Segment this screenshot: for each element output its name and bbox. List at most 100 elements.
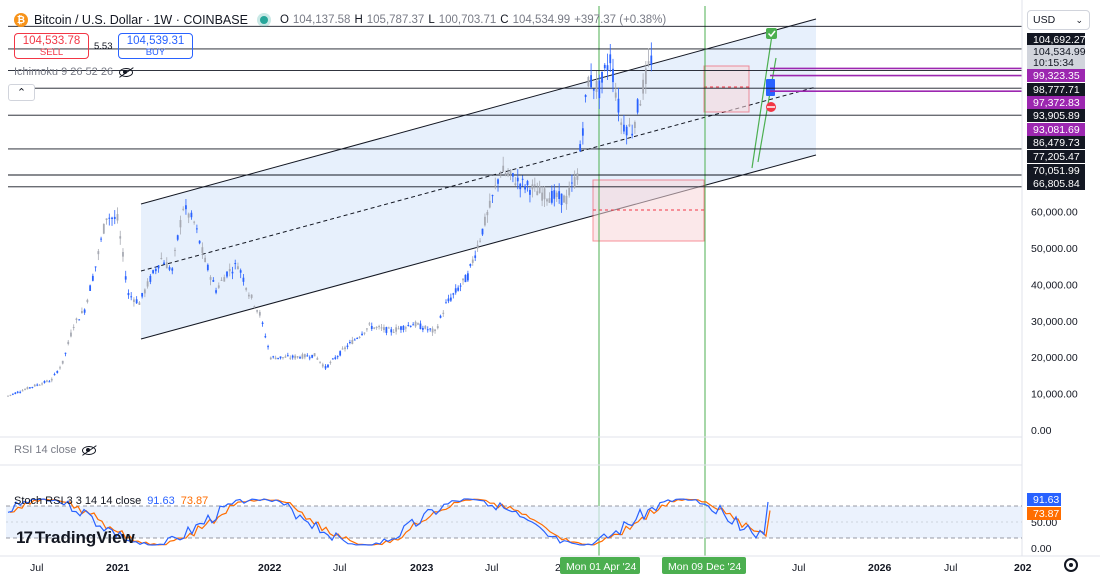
candle-body[interactable] [491, 195, 494, 197]
price-label-box[interactable] [1027, 177, 1085, 190]
candle-body[interactable] [409, 325, 412, 327]
candle-body[interactable] [442, 312, 445, 314]
candle-body[interactable] [521, 178, 524, 180]
candle-body[interactable] [174, 249, 176, 251]
candle-body[interactable] [61, 360, 64, 364]
candle-body[interactable] [631, 133, 634, 136]
candle-body[interactable] [190, 212, 193, 218]
candle-body[interactable] [14, 392, 17, 394]
candle-body[interactable] [436, 326, 439, 329]
candle-body[interactable] [36, 384, 39, 386]
candle-body[interactable] [584, 94, 587, 98]
candle-body[interactable] [452, 293, 455, 295]
candle-body[interactable] [573, 177, 576, 187]
candle-body[interactable] [296, 356, 299, 358]
candle-body[interactable] [642, 79, 644, 94]
candle-body[interactable] [516, 177, 519, 182]
candle-body[interactable] [141, 293, 144, 297]
candle-body[interactable] [507, 172, 509, 176]
candle-body[interactable] [459, 285, 462, 287]
buy-button[interactable]: 104,539.31 BUY [118, 33, 193, 59]
price-label-box[interactable] [1027, 109, 1085, 122]
candle-body[interactable] [231, 271, 234, 274]
stoch-k-box[interactable] [1027, 493, 1061, 506]
stoch-d-box[interactable] [1027, 507, 1061, 520]
candle-body[interactable] [546, 199, 548, 202]
candle-body[interactable] [220, 279, 223, 281]
candle-body[interactable] [467, 273, 469, 281]
candle-body[interactable] [417, 323, 419, 325]
candle-body[interactable] [7, 395, 9, 397]
candle-body[interactable] [412, 324, 415, 326]
candle-body[interactable] [154, 268, 157, 272]
candle-body[interactable] [11, 393, 14, 395]
candle-body[interactable] [59, 367, 61, 369]
candle-body[interactable] [526, 181, 529, 186]
candle-body[interactable] [195, 228, 198, 230]
candle-body[interactable] [404, 327, 407, 329]
candle-body[interactable] [400, 326, 402, 330]
candle-body[interactable] [111, 217, 113, 219]
candle-body[interactable] [606, 65, 609, 71]
candle-body[interactable] [321, 364, 324, 367]
candle-body[interactable] [282, 357, 284, 359]
candle-body[interactable] [469, 264, 472, 266]
candle-body[interactable] [484, 216, 486, 226]
candle-body[interactable] [130, 296, 133, 298]
candle-body[interactable] [387, 327, 390, 329]
candle-body[interactable] [83, 309, 86, 313]
candle-body[interactable] [647, 61, 650, 64]
candle-body[interactable] [116, 214, 119, 221]
candle-body[interactable] [445, 302, 447, 304]
candle-body[interactable] [212, 279, 215, 282]
candle-body[interactable] [366, 328, 368, 330]
candle-body[interactable] [617, 98, 620, 113]
candle-body[interactable] [160, 258, 163, 260]
candle-body[interactable] [623, 124, 625, 132]
price-label-box[interactable] [1027, 150, 1085, 163]
candle-body[interactable] [303, 354, 306, 358]
candle-body[interactable] [590, 75, 592, 88]
price-label-box[interactable] [1027, 96, 1085, 109]
candle-body[interactable] [289, 357, 292, 359]
candle-body[interactable] [204, 257, 206, 262]
candle-body[interactable] [581, 128, 584, 136]
candle-body[interactable] [9, 394, 12, 396]
candle-body[interactable] [171, 268, 174, 271]
candle-body[interactable] [479, 240, 481, 242]
candle-body[interactable] [341, 348, 344, 350]
candle-body[interactable] [370, 325, 373, 329]
ascending-channel-fill[interactable] [141, 19, 816, 339]
candle-body[interactable] [19, 391, 22, 393]
candle-body[interactable] [261, 322, 264, 324]
candle-body[interactable] [397, 328, 400, 330]
candle-body[interactable] [89, 285, 92, 291]
candle-body[interactable] [650, 55, 653, 66]
candle-body[interactable] [179, 220, 182, 228]
candle-body[interactable] [301, 354, 304, 359]
candle-body[interactable] [361, 333, 363, 336]
candle-body[interactable] [237, 266, 239, 270]
channel-upper-line[interactable] [140, 18, 817, 205]
candle-body[interactable] [209, 277, 212, 280]
candle-body[interactable] [146, 281, 149, 287]
candle-body[interactable] [64, 352, 67, 354]
range-box-2025[interactable] [703, 65, 750, 113]
candle-body[interactable] [424, 325, 427, 329]
candle-body[interactable] [497, 179, 499, 184]
candle-body[interactable] [267, 346, 269, 348]
stoch-rsi-legend[interactable]: Stoch RSI 3 3 14 14 close 91.63 73.87 [14, 495, 208, 507]
target-check-marker[interactable] [766, 28, 777, 39]
candle-body[interactable] [636, 99, 639, 113]
candle-body[interactable] [234, 263, 237, 265]
candle-body[interactable] [70, 332, 72, 337]
candle-body[interactable] [414, 321, 417, 327]
candle-body[interactable] [127, 292, 130, 296]
price-label-box[interactable] [1027, 33, 1085, 46]
candle-body[interactable] [284, 356, 287, 358]
candle-body[interactable] [46, 380, 48, 382]
candle-body[interactable] [434, 329, 436, 332]
candle-body[interactable] [182, 208, 185, 210]
candle-body[interactable] [612, 68, 614, 83]
candle-body[interactable] [24, 389, 26, 391]
